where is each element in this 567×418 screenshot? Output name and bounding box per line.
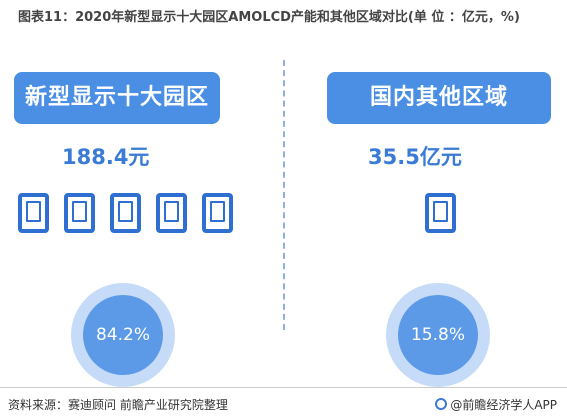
tablet-icon — [425, 193, 456, 233]
brand-name: @前瞻经济学人APP — [450, 398, 557, 412]
tablet-icon — [156, 193, 187, 233]
tablet-icon — [110, 193, 141, 233]
chart-title: 图表11：2020年新型显示十大园区AMOLCD产能和其他区域对比(单 位 ：亿… — [18, 10, 520, 25]
footer: 资料来源：赛迪顾问 前瞻产业研究院整理 @前瞻经济学人APP — [0, 387, 567, 418]
share-circle-other-regions: 15.8% — [386, 283, 490, 387]
capacity-value-other-regions: 35.5亿元 — [368, 145, 462, 169]
brand-logo-icon — [435, 398, 448, 410]
column-divider — [283, 60, 285, 330]
capacity-value-parks: 188.4元 — [62, 145, 150, 169]
tablet-icon — [18, 193, 49, 233]
source-text: 资料来源：赛迪顾问 前瞻产业研究院整理 — [8, 398, 228, 412]
category-label-parks: 新型显示十大园区 — [14, 72, 220, 124]
share-circle-parks: 84.2% — [71, 283, 175, 387]
brand-text: @前瞻经济学人APP — [435, 396, 557, 413]
tablet-icon — [202, 193, 233, 233]
device-icons-parks — [18, 193, 233, 233]
share-value-parks: 84.2% — [83, 295, 163, 375]
share-value-other-regions: 15.8% — [398, 295, 478, 375]
tablet-icon — [64, 193, 95, 233]
category-label-other-regions: 国内其他区域 — [327, 72, 551, 124]
device-icons-other-regions — [425, 193, 456, 233]
